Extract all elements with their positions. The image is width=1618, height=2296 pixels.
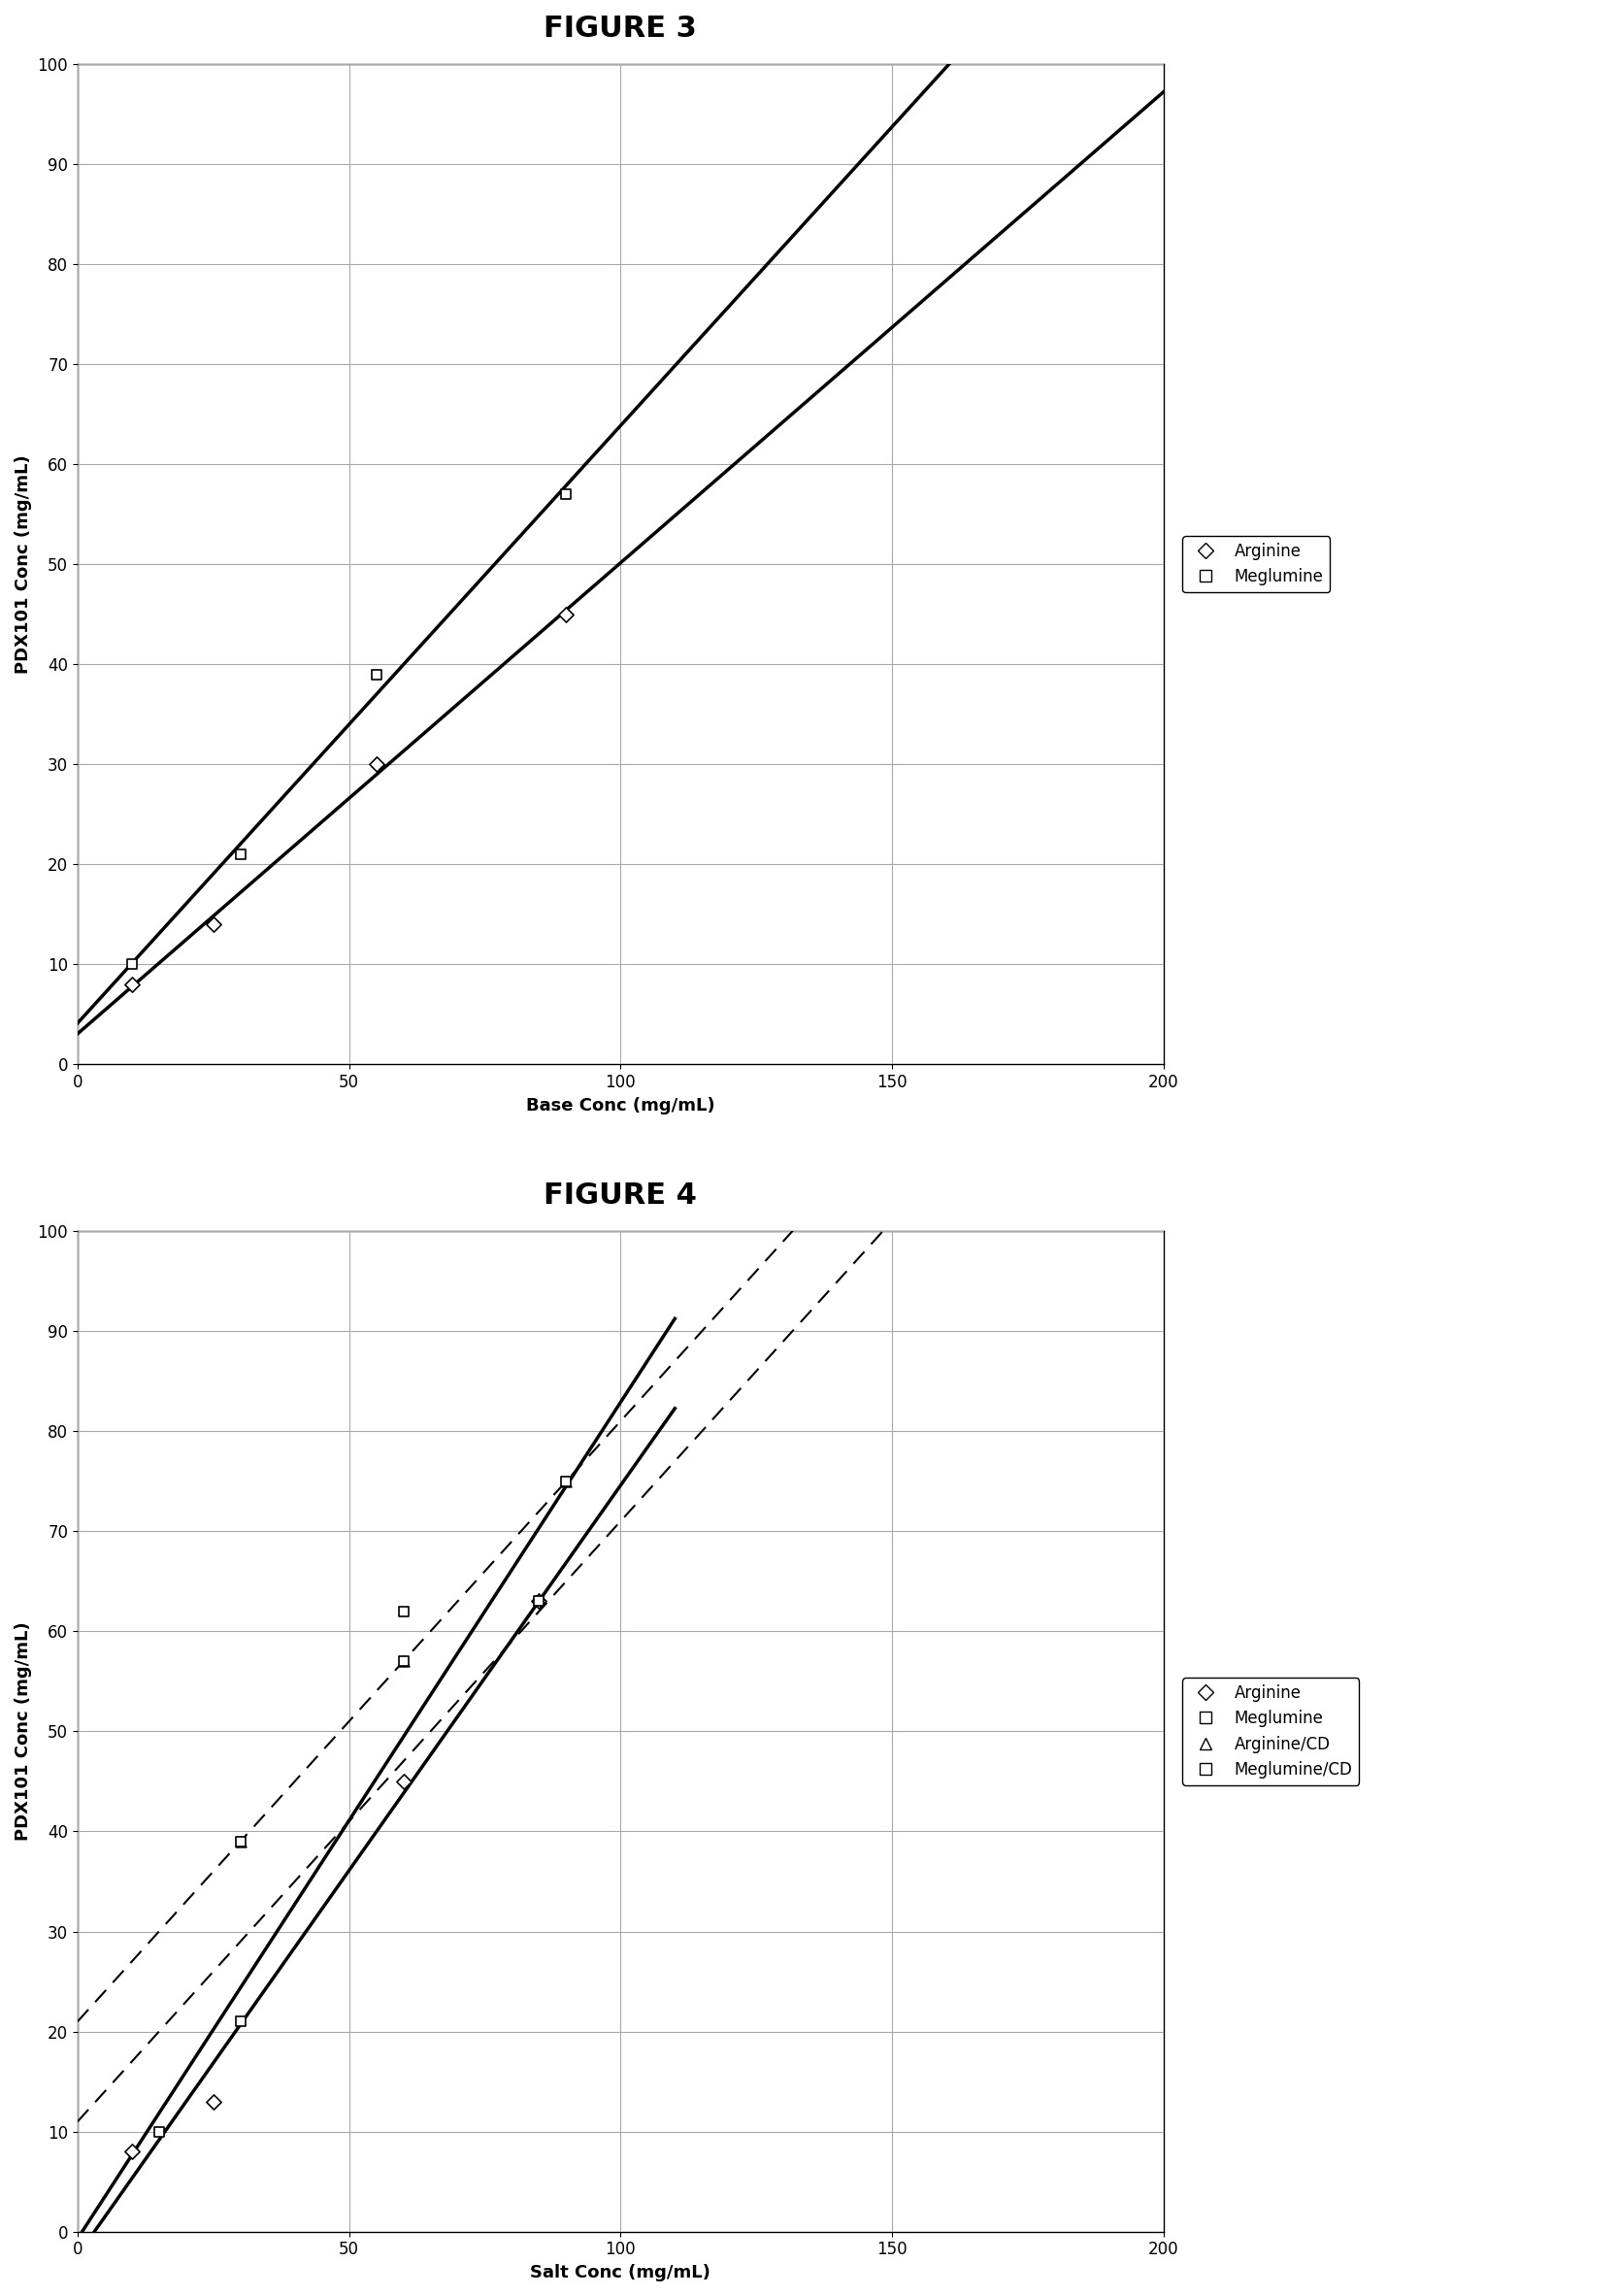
Point	[118, 967, 144, 1003]
Point	[201, 907, 227, 944]
Point	[228, 2002, 254, 2039]
Point	[526, 1582, 552, 1619]
X-axis label: Base Conc (mg/mL): Base Conc (mg/mL)	[526, 1097, 715, 1114]
Point	[553, 1463, 579, 1499]
Point	[390, 1644, 416, 1681]
Point	[364, 657, 390, 693]
X-axis label: Salt Conc (mg/mL): Salt Conc (mg/mL)	[531, 2264, 710, 2282]
Point	[526, 1582, 552, 1619]
Point	[553, 475, 579, 512]
Y-axis label: PDX101 Conc (mg/mL): PDX101 Conc (mg/mL)	[15, 1621, 32, 1841]
Point	[118, 2133, 144, 2170]
Title: FIGURE 3: FIGURE 3	[544, 14, 697, 44]
Y-axis label: PDX101 Conc (mg/mL): PDX101 Conc (mg/mL)	[15, 455, 32, 673]
Legend: Arginine, Meglumine, Arginine/CD, Meglumine/CD: Arginine, Meglumine, Arginine/CD, Meglum…	[1183, 1678, 1359, 1784]
Point	[553, 597, 579, 634]
Point	[364, 746, 390, 783]
Title: FIGURE 4: FIGURE 4	[544, 1182, 697, 1210]
Point	[390, 1593, 416, 1630]
Point	[228, 1823, 254, 1860]
Point	[201, 2082, 227, 2119]
Point	[390, 1644, 416, 1681]
Point	[553, 1463, 579, 1499]
Legend: Arginine, Meglumine: Arginine, Meglumine	[1183, 537, 1330, 592]
Point	[146, 2112, 172, 2149]
Point	[228, 836, 254, 872]
Point	[228, 1823, 254, 1860]
Point	[118, 946, 144, 983]
Point	[390, 1763, 416, 1800]
